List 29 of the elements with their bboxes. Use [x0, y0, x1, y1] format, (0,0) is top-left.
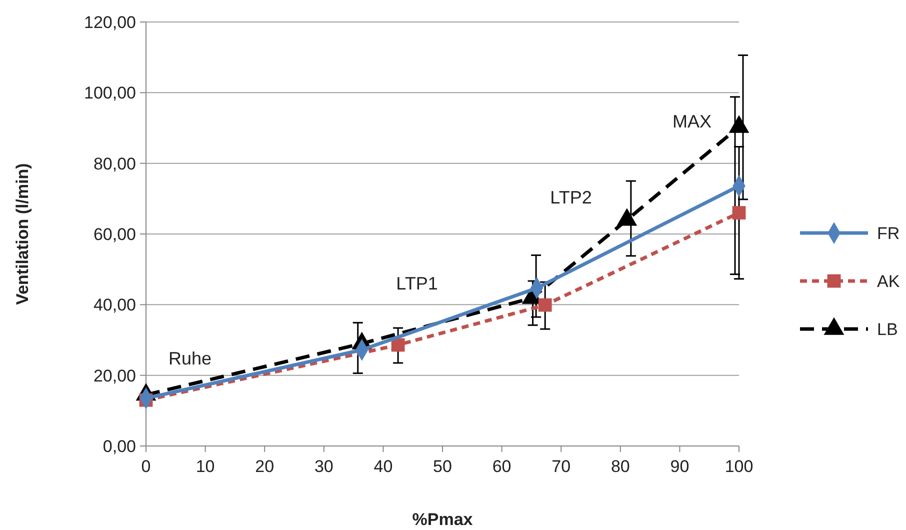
x-tick-label: 40	[374, 457, 393, 476]
point	[732, 206, 746, 220]
y-tick-label: 80,00	[93, 154, 136, 174]
y-tick-label: 0,00	[102, 436, 136, 456]
annotation: LTP1	[396, 273, 438, 294]
legend-label: AK	[877, 272, 900, 291]
legend-label: LB	[877, 320, 898, 339]
y-tick-label: 120,00	[84, 12, 136, 32]
y-tick-label: 100,00	[84, 84, 136, 103]
annotation: LTP2	[550, 187, 592, 208]
point	[538, 298, 552, 312]
x-tick-label: 50	[433, 457, 452, 476]
x-tick-label: 20	[255, 457, 274, 476]
x-tick-label: 70	[552, 457, 571, 476]
x-tick-label: 0	[141, 457, 151, 476]
y-tick-label: 40,00	[93, 296, 136, 315]
x-tick-label: 90	[670, 457, 690, 476]
x-tick-label: 10	[196, 457, 215, 476]
x-axis-title: %Pmax	[412, 510, 474, 529]
x-tick-label: 30	[314, 457, 334, 476]
annotation: Ruhe	[168, 348, 212, 368]
y-tick-label: 60,00	[93, 224, 136, 244]
legend-label: FR	[877, 224, 900, 243]
x-tick-label: 80	[610, 457, 630, 476]
x-tick-label: 60	[492, 457, 512, 476]
y-axis-title: Ventilation (l/min)	[13, 163, 32, 305]
annotation: MAX	[672, 111, 712, 132]
x-tick-label: 100	[724, 457, 754, 476]
y-tick-label: 20,00	[93, 366, 136, 386]
